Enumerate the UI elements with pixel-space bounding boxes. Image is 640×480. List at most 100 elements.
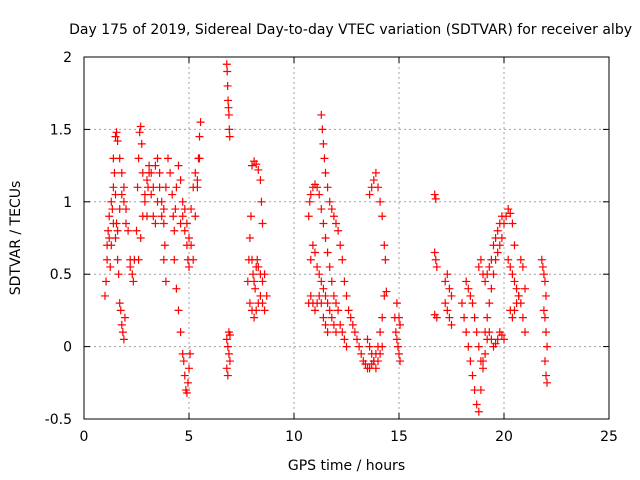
data-point: [395, 349, 403, 358]
data-point: [112, 128, 121, 137]
data-point: [323, 248, 332, 257]
data-point: [318, 125, 327, 134]
data-point: [365, 342, 374, 351]
data-point: [443, 270, 452, 279]
data-point: [374, 357, 382, 366]
data-point: [319, 313, 328, 322]
data-point: [306, 291, 315, 300]
data-point: [431, 255, 440, 264]
data-point: [340, 277, 349, 286]
data-point: [155, 168, 164, 177]
data-point: [260, 306, 269, 315]
data-point: [160, 241, 169, 250]
data-point: [355, 342, 364, 351]
data-point: [508, 313, 517, 322]
data-point: [504, 205, 513, 214]
data-point: [196, 118, 205, 127]
data-point: [122, 205, 130, 214]
data-point: [357, 349, 366, 358]
data-point: [396, 357, 405, 366]
data-point: [462, 328, 471, 337]
data-point: [260, 270, 269, 279]
data-point: [193, 176, 202, 185]
data-point: [430, 248, 439, 257]
data-point: [245, 299, 254, 308]
data-point: [111, 132, 120, 141]
x-tick-label: 15: [390, 429, 408, 445]
data-point: [320, 154, 329, 163]
data-point: [376, 349, 385, 358]
y-tick-label: -0.5: [45, 412, 72, 428]
data-point: [225, 132, 234, 141]
data-point: [223, 81, 232, 90]
data-point: [470, 313, 479, 322]
data-point: [315, 291, 324, 300]
data-point: [185, 262, 193, 271]
y-axis-ticks: -0.5 0 0.5 1 1.5 2: [45, 50, 609, 428]
data-point: [137, 139, 146, 148]
x-tick-label: 5: [185, 429, 194, 445]
data-point: [105, 212, 114, 221]
y-tick-label: 1: [63, 195, 72, 211]
data-point: [537, 255, 546, 264]
data-point: [363, 335, 372, 344]
data-point: [178, 349, 187, 358]
data-point: [476, 357, 485, 366]
data-point: [101, 291, 109, 300]
data-point: [313, 183, 322, 192]
data-point: [151, 161, 160, 170]
data-point: [342, 342, 351, 351]
data-point: [504, 255, 513, 264]
data-point: [305, 197, 314, 206]
data-point: [391, 328, 400, 337]
data-point: [514, 291, 523, 300]
data-point: [157, 197, 166, 206]
data-point: [178, 197, 187, 206]
chart-title: Day 175 of 2019, Sidereal Day-to-day VTE…: [69, 22, 632, 38]
data-point: [117, 168, 126, 177]
data-point: [195, 154, 204, 163]
data-point: [317, 277, 326, 286]
data-point: [159, 219, 168, 228]
data-point: [250, 313, 259, 322]
data-point: [508, 219, 517, 228]
y-tick-label: 2: [63, 50, 72, 66]
data-point: [115, 299, 124, 308]
data-point: [189, 255, 198, 264]
data-point: [518, 313, 527, 322]
data-point: [346, 313, 355, 322]
data-point: [382, 287, 391, 296]
data-point: [338, 255, 347, 264]
data-point: [325, 197, 334, 206]
data-point: [122, 219, 130, 228]
data-point: [538, 262, 547, 271]
data-point: [430, 190, 439, 199]
data-point: [120, 313, 129, 322]
data-point: [325, 306, 334, 315]
data-point: [119, 335, 128, 344]
data-point: [159, 255, 168, 264]
data-point: [378, 342, 387, 351]
data-point: [540, 277, 549, 286]
data-point: [136, 122, 145, 131]
data-point: [483, 313, 492, 322]
data-point: [128, 270, 137, 279]
data-point: [485, 299, 494, 308]
data-point: [108, 205, 117, 214]
data-point: [540, 357, 549, 366]
data-point: [472, 328, 481, 337]
data-point: [332, 299, 340, 308]
data-point: [183, 378, 192, 387]
data-point: [476, 386, 485, 395]
data-point: [374, 183, 382, 192]
data-point: [371, 364, 380, 373]
data-point: [321, 168, 330, 177]
data-point: [539, 270, 548, 279]
data-point: [168, 190, 177, 199]
data-point: [506, 209, 515, 218]
data-point: [481, 349, 490, 358]
data-point: [224, 349, 233, 358]
data-point: [334, 226, 343, 235]
